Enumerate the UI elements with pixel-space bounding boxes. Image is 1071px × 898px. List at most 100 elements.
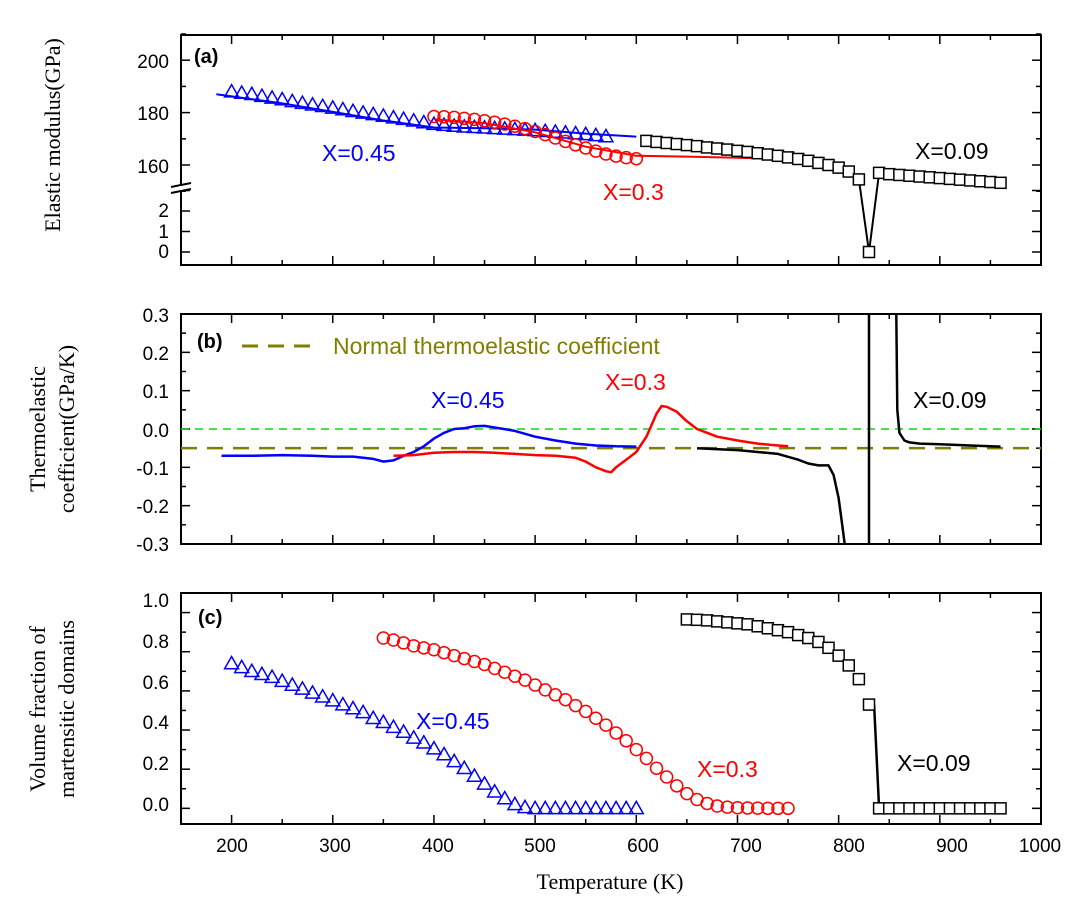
panel-c-point-x045-26 bbox=[486, 783, 503, 798]
panel-c-point-x045-27 bbox=[496, 790, 514, 805]
panel-a-point-x03-7 bbox=[498, 117, 512, 131]
panel-c-point-x03-25 bbox=[629, 742, 644, 757]
panel-b-line-x045 bbox=[221, 424, 637, 463]
panel-a-point-x03-15 bbox=[578, 141, 593, 155]
panel-c-point-x009-19 bbox=[872, 802, 886, 815]
panel-c-point-x009-23 bbox=[913, 802, 926, 815]
legend-normal-coefficient: Normal thermoelastic coefficient bbox=[333, 333, 660, 359]
xtick-700: 700 bbox=[730, 836, 762, 857]
panel-c-point-x045-13 bbox=[354, 703, 372, 719]
panel-a-point-x009-24 bbox=[882, 167, 896, 181]
xtick-600: 600 bbox=[627, 836, 659, 857]
x-axis-title: Temperature (K) bbox=[537, 869, 684, 894]
panel-c-point-x045-34 bbox=[567, 799, 584, 815]
xtick-800: 800 bbox=[833, 836, 865, 857]
panel-c-point-x009-17 bbox=[852, 672, 866, 686]
panel-c-point-x03-20 bbox=[578, 704, 593, 719]
panel-c-point-x009-3 bbox=[710, 615, 724, 628]
panel-a-point-x045-21 bbox=[435, 116, 453, 132]
panel-c-point-x03-7 bbox=[447, 648, 461, 663]
panel-a-ytick-2: 2 bbox=[158, 201, 169, 222]
panel-a-ytick-160: 160 bbox=[137, 157, 169, 178]
panel-a-point-x03-19 bbox=[619, 150, 633, 165]
panel-a-point-x045-10 bbox=[324, 99, 342, 114]
panel-c-point-x009-8 bbox=[761, 621, 775, 635]
panel-b-ytick-01: 0.1 bbox=[143, 382, 169, 403]
panel-c-point-x009-4 bbox=[721, 616, 734, 629]
panel-b-ytick-03: 0.3 bbox=[143, 306, 169, 327]
panel-c-point-x03-33 bbox=[710, 799, 724, 813]
panel-b-ytick-m02: -0.2 bbox=[136, 497, 169, 518]
panel-a-point-x009-32 bbox=[963, 174, 977, 187]
panel-b-ticks bbox=[180, 313, 1042, 545]
panel-c-point-x03-2 bbox=[396, 636, 411, 650]
panel-a-ytick-180: 180 bbox=[137, 104, 169, 125]
panel-a-point-x03-5 bbox=[477, 113, 492, 128]
panel-c-point-x045-35 bbox=[577, 799, 594, 815]
panel-a-point-x045-23 bbox=[456, 118, 473, 133]
panel-c-frame bbox=[180, 592, 1042, 825]
panel-a-point-x03-2 bbox=[447, 110, 461, 125]
panel-a-point-x045-12 bbox=[344, 102, 362, 118]
xtick-900: 900 bbox=[936, 836, 968, 857]
panel-a-point-x009-20 bbox=[842, 165, 856, 178]
series-label-x045-c: X=0.45 bbox=[416, 708, 490, 734]
panel-c-point-x03-8 bbox=[457, 651, 472, 666]
panel-a-point-x009-2 bbox=[660, 136, 673, 150]
panel-c-point-x03-24 bbox=[619, 734, 633, 748]
panel-a-point-x009-1 bbox=[650, 135, 663, 149]
panel-a-point-x009-18 bbox=[822, 158, 835, 172]
panel-b-ytick-m03: -0.3 bbox=[136, 535, 169, 556]
panel-b-line-x03 bbox=[393, 404, 789, 474]
panel-a: (a) 160 180 200 0 1 2 Elastic modulus(GP… bbox=[40, 33, 1042, 266]
panel-a-point-x045-24 bbox=[466, 118, 483, 134]
panel-a-point-x009-9 bbox=[731, 144, 744, 158]
series-label-x045-b: X=0.45 bbox=[431, 387, 505, 413]
panel-a-point-x03-10 bbox=[528, 124, 542, 139]
panel-c-point-x009-12 bbox=[802, 631, 815, 645]
panel-c-point-x03-30 bbox=[680, 786, 694, 801]
panel-a-point-x045-9 bbox=[314, 97, 331, 113]
panel-c-point-x009-13 bbox=[812, 635, 825, 649]
panel-c-point-x045-6 bbox=[284, 676, 301, 692]
panel-a-ylabel: Elastic modulus(GPa) bbox=[40, 38, 65, 232]
axis-break-mark-2 bbox=[170, 188, 192, 194]
panel-a-point-x009-5 bbox=[690, 139, 704, 153]
panel-c-point-x045-22 bbox=[445, 752, 463, 768]
panel-a-point-x03-8 bbox=[508, 119, 522, 133]
panel-a-point-x045-14 bbox=[364, 105, 382, 121]
panel-c-point-x045-37 bbox=[597, 799, 615, 815]
panel-c-point-x045-10 bbox=[324, 692, 342, 707]
panel-a-point-x009-19 bbox=[832, 161, 845, 174]
panel-c-point-x045-18 bbox=[405, 729, 422, 744]
panel-a-point-x009-34 bbox=[984, 175, 997, 189]
panel-c-point-x03-19 bbox=[568, 698, 583, 713]
panel-a-point-x009-25 bbox=[893, 168, 906, 182]
panel-c-point-x03-36 bbox=[740, 801, 755, 815]
panel-c-point-x045-29 bbox=[516, 798, 534, 814]
panel-c-point-x045-1 bbox=[233, 658, 250, 674]
panel-a-point-x045-2 bbox=[243, 85, 261, 101]
panel-c-ylabel-line2: martensitic domains bbox=[54, 620, 79, 798]
panel-c-point-x009-7 bbox=[751, 620, 764, 633]
panel-a-point-x009-16 bbox=[802, 154, 815, 168]
panel-c-point-x009-24 bbox=[923, 802, 936, 815]
panel-c-ytick-08: 0.8 bbox=[143, 632, 169, 653]
panel-c-point-x045-15 bbox=[375, 713, 392, 729]
panel-a-point-x045-36 bbox=[587, 126, 605, 142]
panel-a-point-x045-4 bbox=[263, 89, 281, 104]
panel-c-point-x045-32 bbox=[547, 799, 564, 815]
panel-c-point-x045-39 bbox=[617, 799, 635, 815]
panel-c-point-x045-7 bbox=[294, 680, 311, 695]
panel-a-frame bbox=[180, 34, 1042, 266]
series-label-x03-a: X=0.3 bbox=[603, 179, 664, 205]
panel-c: (c) 0.0 0.2 0.4 0.6 0.8 1.0 Volume fract… bbox=[25, 591, 1061, 894]
xtick-500: 500 bbox=[524, 836, 556, 857]
panel-c-point-x009-2 bbox=[700, 614, 714, 627]
panel-c-point-x045-21 bbox=[435, 745, 453, 761]
panel-a-point-x03-0 bbox=[427, 109, 441, 124]
panel-c-point-x009-30 bbox=[984, 802, 997, 815]
panel-a-point-x009-12 bbox=[761, 148, 775, 161]
panel-c-point-x009-6 bbox=[741, 618, 754, 631]
series-label-x03-b: X=0.3 bbox=[605, 369, 666, 395]
